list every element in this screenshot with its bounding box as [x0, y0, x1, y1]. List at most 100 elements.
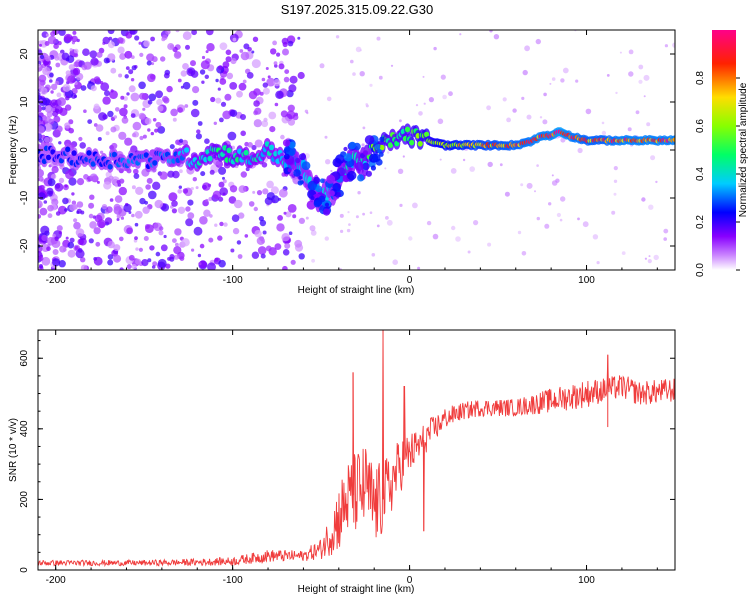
heatmap-noise-blob: [141, 259, 149, 267]
heatmap-noise-blob: [130, 78, 135, 82]
heatmap-noise-blob: [210, 96, 216, 103]
heatmap-noise-blob: [44, 41, 50, 46]
heatmap-noise-blob: [290, 259, 296, 265]
heatmap-noise-blob: [182, 63, 189, 70]
heatmap-noise-blob: [135, 258, 142, 265]
heatmap-noise-blob: [440, 74, 446, 80]
heatmap-noise-blob: [280, 134, 285, 140]
heatmap-noise-blob: [168, 192, 178, 202]
heatmap-noise-blob: [107, 110, 114, 118]
heatmap-noise-blob: [386, 219, 393, 226]
heatmap-noise-blob: [143, 236, 149, 241]
heatmap-noise-blob: [560, 196, 566, 202]
heatmap-noise-blob: [63, 33, 73, 43]
heatmap-noise-blob: [265, 245, 272, 252]
heatmap-noise-blob: [131, 264, 137, 270]
heatmap-noise-blob: [62, 83, 71, 92]
heatmap-noise-blob: [88, 213, 94, 219]
heatmap-noise-blob: [47, 213, 53, 219]
heatmap-noise-blob: [190, 70, 199, 78]
heatmap-noise-blob: [135, 247, 139, 251]
heatmap-noise-blob: [248, 90, 258, 100]
colorbar-ticks: 0.0 0.2 0.4 0.6 0.8: [695, 71, 740, 277]
heatmap-noise-blob: [119, 267, 124, 270]
heatmap-marks: [38, 30, 675, 270]
heatmap-noise-blob: [218, 181, 225, 188]
heatmap-noise-blob: [281, 115, 290, 124]
heatmap-noise-blob: [621, 251, 626, 256]
heatmap-noise-blob: [606, 74, 610, 77]
heatmap-noise-blob: [212, 190, 222, 199]
heatmap-noise-blob: [387, 151, 390, 154]
heatmap-noise-blob: [298, 217, 305, 224]
heatmap-noise-blob: [197, 121, 203, 126]
heatmap-noise-blob: [57, 97, 66, 107]
heatmap-dispersion-blob: [370, 165, 376, 171]
heatmap-noise-blob: [202, 184, 207, 190]
heatmap-noise-blob: [83, 61, 92, 70]
heatmap-noise-blob: [376, 224, 380, 228]
heatmap-noise-blob: [142, 206, 150, 214]
heatmap-noise-blob: [147, 73, 156, 83]
heatmap-noise-blob: [138, 41, 142, 45]
heatmap-noise-blob: [222, 110, 232, 120]
heatmap-dispersion-blob: [364, 135, 375, 145]
heatmap-noise-blob: [52, 110, 59, 117]
heatmap-noise-blob: [93, 256, 103, 266]
heatmap-noise-blob: [282, 249, 290, 256]
heatmap-noise-blob: [655, 180, 658, 184]
heatmap-noise-blob: [240, 114, 246, 120]
heatmap-dispersion-blob: [323, 208, 331, 216]
heatmap-noise-blob: [120, 216, 124, 220]
heatmap-noise-blob: [148, 93, 157, 102]
heatmap-noise-blob: [232, 37, 237, 42]
heatmap-noise-blob: [489, 30, 493, 33]
heatmap-noise-blob: [41, 106, 46, 111]
heatmap-noise-blob: [163, 234, 167, 239]
heatmap-noise-blob: [287, 104, 295, 112]
heatmap-noise-blob: [44, 105, 54, 114]
heatmap-noise-blob: [362, 126, 366, 130]
heatmap-noise-blob: [138, 247, 143, 252]
heatmap-noise-blob: [277, 215, 283, 221]
heatmap-noise-blob: [506, 117, 511, 123]
heatmap-noise-blob: [180, 70, 187, 77]
heatmap-noise-blob: [124, 137, 133, 146]
heatmap-noise-blob: [119, 53, 126, 60]
heatmap-noise-blob: [130, 92, 140, 102]
heatmap-noise-blob: [129, 30, 138, 35]
heatmap-dispersion-blob: [301, 161, 311, 171]
heatmap-noise-blob: [245, 167, 250, 172]
heatmap-noise-blob: [47, 35, 57, 45]
heatmap-noise-blob: [270, 48, 277, 55]
heatmap-noise-blob: [49, 72, 54, 78]
snr-x-tick-label: 100: [578, 575, 595, 586]
heatmap-noise-blob: [38, 200, 43, 209]
heatmap-noise-blob: [162, 95, 169, 103]
heatmap-noise-blob: [287, 118, 296, 126]
heatmap-noise-blob: [38, 63, 41, 68]
heatmap-noise-blob: [191, 30, 197, 36]
heatmap-noise-blob: [72, 30, 77, 35]
heatmap-noise-blob: [253, 206, 258, 212]
heatmap-noise-blob: [52, 249, 59, 255]
heatmap-noise-blob: [42, 67, 51, 76]
heatmap-noise-blob: [150, 36, 156, 42]
heatmap-noise-blob: [638, 79, 643, 84]
snr-x-label: Height of straight line (km): [298, 584, 415, 595]
heatmap-noise-blob: [170, 108, 178, 117]
heatmap-noise-blob: [262, 230, 267, 235]
heatmap-noise-blob: [231, 214, 240, 222]
heatmap-noise-blob: [305, 216, 309, 220]
heatmap-noise-blob: [282, 48, 289, 56]
colorbar: 0.0 0.2 0.4 0.6 0.8 Normalized spectral ampl…: [695, 30, 749, 277]
heatmap-noise-blob: [520, 183, 524, 187]
heatmap-noise-blob: [58, 230, 62, 235]
heatmap-noise-blob: [252, 36, 259, 42]
heatmap-noise-blob: [319, 63, 325, 69]
heatmap-noise-blob: [522, 69, 528, 76]
heatmap-noise-blob: [117, 46, 125, 54]
heatmap-ridge-core: [184, 147, 190, 153]
heatmap-noise-blob: [58, 177, 65, 184]
